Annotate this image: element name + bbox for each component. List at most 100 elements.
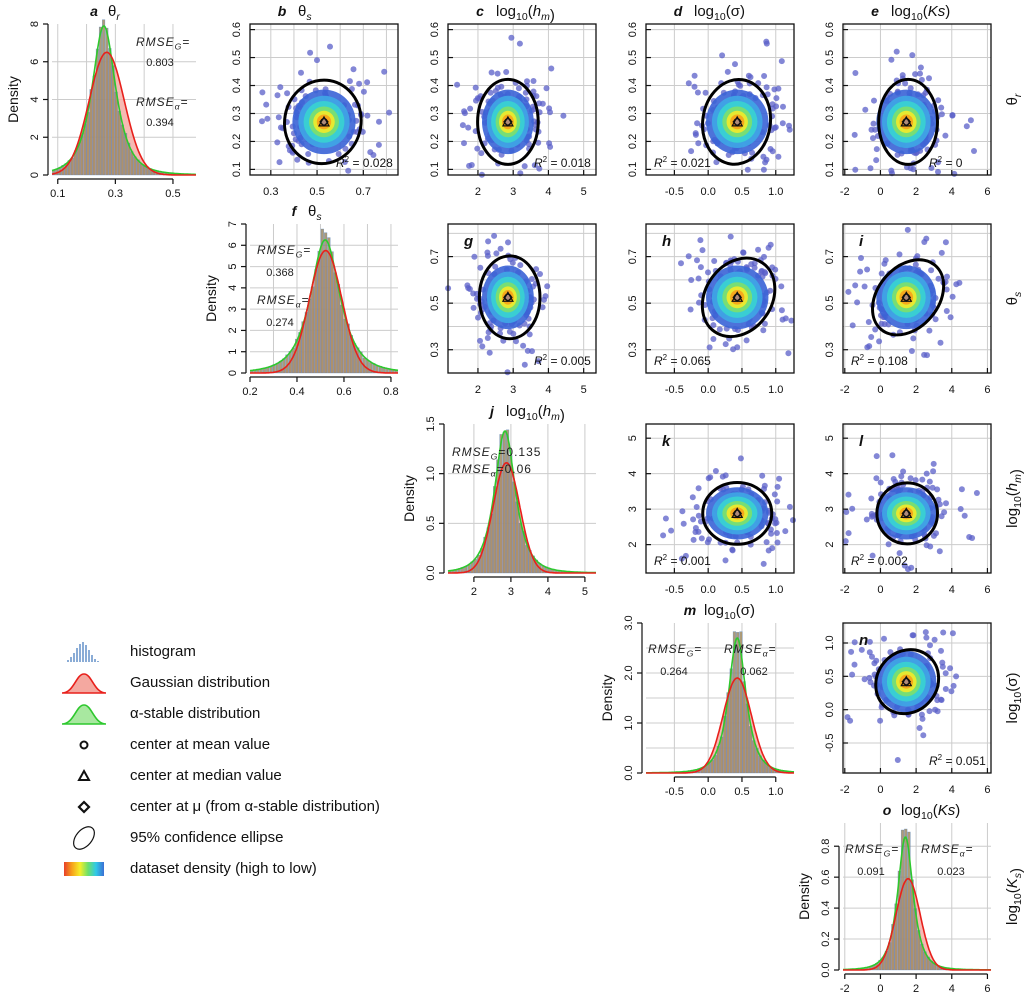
scatter-point <box>939 659 946 666</box>
scatter-point <box>785 350 792 357</box>
scatter-point <box>690 536 697 543</box>
scatter-point <box>780 103 786 110</box>
scatter-point <box>710 336 717 342</box>
scatter-point <box>381 68 388 75</box>
mu-marker <box>901 292 912 303</box>
y-tick-label: 8 <box>29 21 41 27</box>
scatter-point <box>938 111 945 118</box>
scatter-point <box>694 89 701 96</box>
histogram-bar <box>752 740 756 774</box>
scatter-point <box>466 162 473 169</box>
title-var: θ <box>1004 297 1021 305</box>
title-sub: m <box>1012 474 1024 483</box>
scatter-point <box>730 346 737 353</box>
scatter-point <box>907 475 914 482</box>
scatter-point <box>870 120 877 127</box>
scatter-point <box>864 344 871 351</box>
scatter-point <box>910 335 917 342</box>
panel-b: 0.3 0.5 0.7 0.1 0.2 0.3 0.4 0.5 0.6 R2 = 0.028 b θs <box>231 3 399 198</box>
scatter-point <box>275 114 282 121</box>
scatter-point <box>477 264 484 271</box>
scatter-point <box>900 468 907 475</box>
row-label: θr <box>1004 93 1024 105</box>
scatter-point <box>697 264 704 271</box>
rmse-value: 0.368 <box>266 267 294 279</box>
scatter-point <box>694 120 701 127</box>
histogram-bar <box>133 156 137 176</box>
scatter-point <box>484 252 491 259</box>
y-tick-label: 4 <box>824 471 836 477</box>
rmse-main: RMSE <box>845 842 884 856</box>
scatter-point <box>942 670 949 677</box>
scatter-point <box>933 530 939 537</box>
scatter-point <box>862 106 869 113</box>
y-tick-label: 0.1 <box>824 162 836 177</box>
scatter-point <box>919 715 926 722</box>
x-tick-label: 4 <box>545 186 551 198</box>
y-tick-label: 0.5 <box>627 296 639 311</box>
scatter-point <box>926 708 933 715</box>
scatter-point <box>470 304 477 311</box>
row-label-right: log10(σ) <box>1004 673 1024 724</box>
row-label-right: log10(Ks) <box>1004 868 1024 925</box>
title-sub: r <box>116 11 120 23</box>
scatter-point <box>926 478 933 485</box>
y-tick-label: 2 <box>824 542 836 548</box>
scatter-point <box>695 485 702 492</box>
confidence-ellipse <box>700 256 777 339</box>
scatter-point <box>935 159 942 166</box>
gaussian-curve <box>250 249 398 374</box>
gaussian-curve <box>646 677 794 774</box>
scatter-point <box>679 508 686 515</box>
title-var: K <box>1004 877 1021 888</box>
scatter-point <box>533 93 540 100</box>
y-tick-label: 0.2 <box>820 931 832 946</box>
y-tick-label: 0.5 <box>627 50 639 65</box>
x-tick-label: 0.7 <box>356 186 371 198</box>
rmse-main: RMSE <box>724 642 763 656</box>
scatter-point <box>926 75 932 82</box>
scatter-point <box>894 151 901 158</box>
mu-marker <box>901 508 912 519</box>
scatter-point <box>861 283 868 290</box>
scatter-point <box>934 708 941 715</box>
title-paren: ( <box>736 602 741 619</box>
histogram-bar <box>70 157 74 176</box>
scatter-point <box>692 529 699 535</box>
scatter-point <box>852 166 859 173</box>
gaussian-fill <box>52 52 196 175</box>
title-fn: log <box>694 3 714 20</box>
scatter-point <box>782 528 789 535</box>
histogram-bar <box>111 65 115 176</box>
scatter-point <box>722 557 729 564</box>
scatter-point <box>949 112 956 119</box>
scatter-point <box>943 500 949 507</box>
scatter-point <box>941 509 948 516</box>
row-label-right: θr <box>1004 93 1024 105</box>
scatter-point <box>848 648 855 655</box>
scatter-point <box>546 140 553 147</box>
legend-label: center at mean value <box>130 736 271 753</box>
scatter-point <box>935 275 942 282</box>
x-tick-label: 3 <box>510 384 516 396</box>
scatter-point <box>956 279 963 286</box>
scatter-point <box>882 257 889 264</box>
y-tick-label: 0.2 <box>627 134 639 149</box>
plot-frame <box>842 223 992 374</box>
rmse-main: RMSE <box>257 243 296 257</box>
rmse-sub: G <box>884 848 892 858</box>
scatter-point <box>716 326 723 333</box>
histogram-bar <box>130 151 134 176</box>
x-tick-label: 0 <box>877 384 883 396</box>
rmse-label: RMSEα= <box>136 95 189 111</box>
y-tick-label: 2.0 <box>623 665 635 680</box>
scatter-point <box>786 122 792 129</box>
histogram-bar <box>515 501 519 574</box>
scatter-point <box>689 494 696 501</box>
rmse-eq: = <box>966 842 974 856</box>
